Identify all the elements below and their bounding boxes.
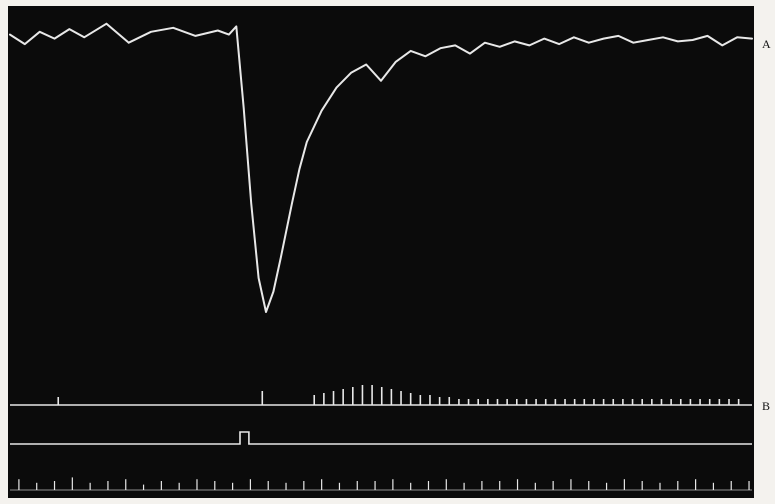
traces-group: [9, 22, 753, 491]
dark-screen: [8, 6, 754, 498]
trace-a-line: [9, 22, 753, 313]
trace-label-b: B: [762, 399, 770, 413]
trace-label-a: A: [762, 37, 771, 51]
signal-marker-line: [10, 431, 752, 445]
